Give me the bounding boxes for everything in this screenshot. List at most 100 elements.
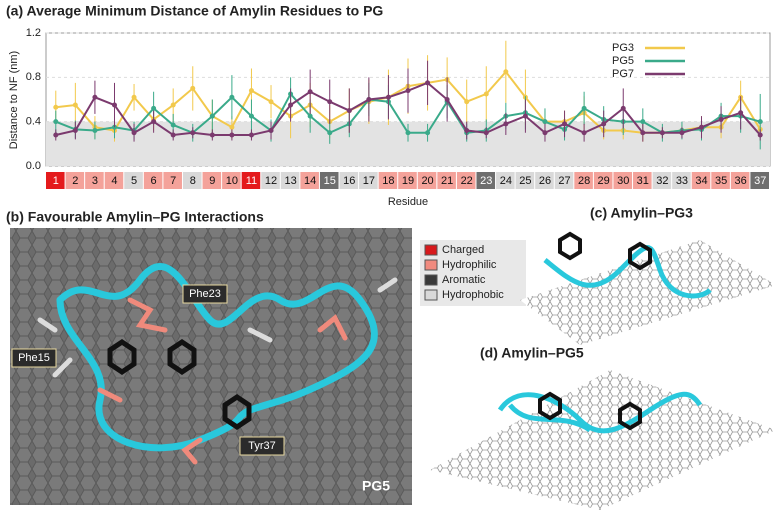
x-tick-label: 33 <box>676 175 688 187</box>
surface-label: PG5 <box>362 478 390 494</box>
residue-box <box>398 172 417 189</box>
x-tick-label: 16 <box>343 175 355 187</box>
data-point <box>464 99 470 105</box>
data-point <box>464 128 470 134</box>
data-point <box>53 104 59 110</box>
residue-box <box>163 172 182 189</box>
residue-box <box>535 172 554 189</box>
data-point <box>92 94 98 100</box>
residue-box <box>300 172 319 189</box>
chart-title: (a) Average Minimum Distance of Amylin R… <box>6 3 383 19</box>
residue-box <box>46 172 65 189</box>
data-point <box>522 113 528 119</box>
data-point <box>444 97 450 102</box>
data-point <box>562 121 568 127</box>
x-tick-label: 4 <box>111 175 117 187</box>
data-point <box>268 128 274 134</box>
x-tick-label: 10 <box>226 175 238 187</box>
panel-title: (c) Amylin–PG3 <box>590 205 693 221</box>
x-axis-label: Residue <box>388 196 428 208</box>
residue-box <box>182 172 202 189</box>
x-tick-label: 36 <box>735 175 747 187</box>
legend-swatch <box>424 259 438 271</box>
peptide-ribbon <box>497 391 703 434</box>
data-point <box>757 119 763 125</box>
data-point <box>425 80 431 86</box>
legend-label: Aromatic <box>442 274 486 286</box>
x-tick-label: 17 <box>363 175 375 187</box>
residue-box <box>633 172 652 189</box>
residue-tag-label: Tyr37 <box>248 440 276 452</box>
aromatic-residue <box>538 391 642 431</box>
data-point <box>229 94 235 100</box>
residue-box <box>613 172 633 189</box>
residue-box <box>339 172 359 189</box>
data-point <box>229 124 235 130</box>
graphene <box>520 240 776 345</box>
data-point <box>542 130 548 136</box>
data-point <box>111 102 117 108</box>
data-point <box>92 128 98 134</box>
x-tick-label: 15 <box>324 175 336 187</box>
x-tick-label: 30 <box>617 175 629 187</box>
x-tick-label: 23 <box>480 175 492 187</box>
residue-box <box>417 172 437 189</box>
legend-label: Hydrophilic <box>442 259 497 271</box>
legend-label: PG7 <box>612 68 634 80</box>
y-tick-label: 0.0 <box>26 160 41 172</box>
residue-box <box>280 172 300 189</box>
data-point <box>503 121 509 127</box>
residue-box <box>104 172 124 189</box>
x-tick-label: 35 <box>715 175 727 187</box>
residue-box <box>750 172 769 189</box>
data-point <box>209 132 215 138</box>
panel-title: (d) Amylin–PG5 <box>480 345 584 361</box>
data-point <box>738 110 744 116</box>
residue-box <box>711 172 730 189</box>
data-point <box>53 132 59 138</box>
residue-tag-label: Phe23 <box>189 288 221 300</box>
data-point <box>659 130 665 136</box>
x-tick-label: 7 <box>170 175 176 187</box>
data-point <box>366 97 372 102</box>
residue-box <box>456 172 476 189</box>
x-tick-label: 5 <box>131 175 137 187</box>
data-point <box>327 99 333 105</box>
data-point <box>268 99 274 105</box>
x-tick-label: 14 <box>304 175 316 187</box>
residue-box <box>261 172 280 189</box>
data-point <box>72 102 78 108</box>
x-tick-label: 11 <box>246 175 257 187</box>
data-point <box>288 102 294 108</box>
data-point <box>640 119 646 125</box>
residue-tag-label: Phe15 <box>18 352 50 364</box>
residue-box <box>496 172 515 189</box>
data-point <box>581 105 587 111</box>
residue-box <box>222 172 241 189</box>
y-tick-label: 0.4 <box>26 116 41 128</box>
residue-box <box>593 172 613 189</box>
legend-label: Hydrophobic <box>442 289 504 301</box>
x-tick-label: 12 <box>265 175 277 187</box>
data-point <box>718 116 724 122</box>
legend-swatch <box>424 244 438 256</box>
graphene <box>430 370 776 510</box>
data-point <box>190 85 196 91</box>
data-point <box>405 88 411 94</box>
data-point <box>405 130 411 136</box>
data-point <box>248 88 254 94</box>
panel-title: (b) Favourable Amylin–PG Interactions <box>6 209 264 225</box>
x-tick-label: 2 <box>72 175 78 187</box>
residue-box <box>124 172 143 189</box>
residue-box <box>202 172 222 189</box>
residue-box <box>143 172 163 189</box>
residue-box <box>652 172 672 189</box>
data-point <box>757 132 763 138</box>
x-tick-label: 19 <box>402 175 414 187</box>
x-tick-label: 20 <box>421 175 433 187</box>
data-point <box>72 128 78 134</box>
peptide-ribbon <box>37 263 398 465</box>
x-tick-label: 31 <box>637 175 649 187</box>
peptide-ribbon <box>543 245 712 299</box>
